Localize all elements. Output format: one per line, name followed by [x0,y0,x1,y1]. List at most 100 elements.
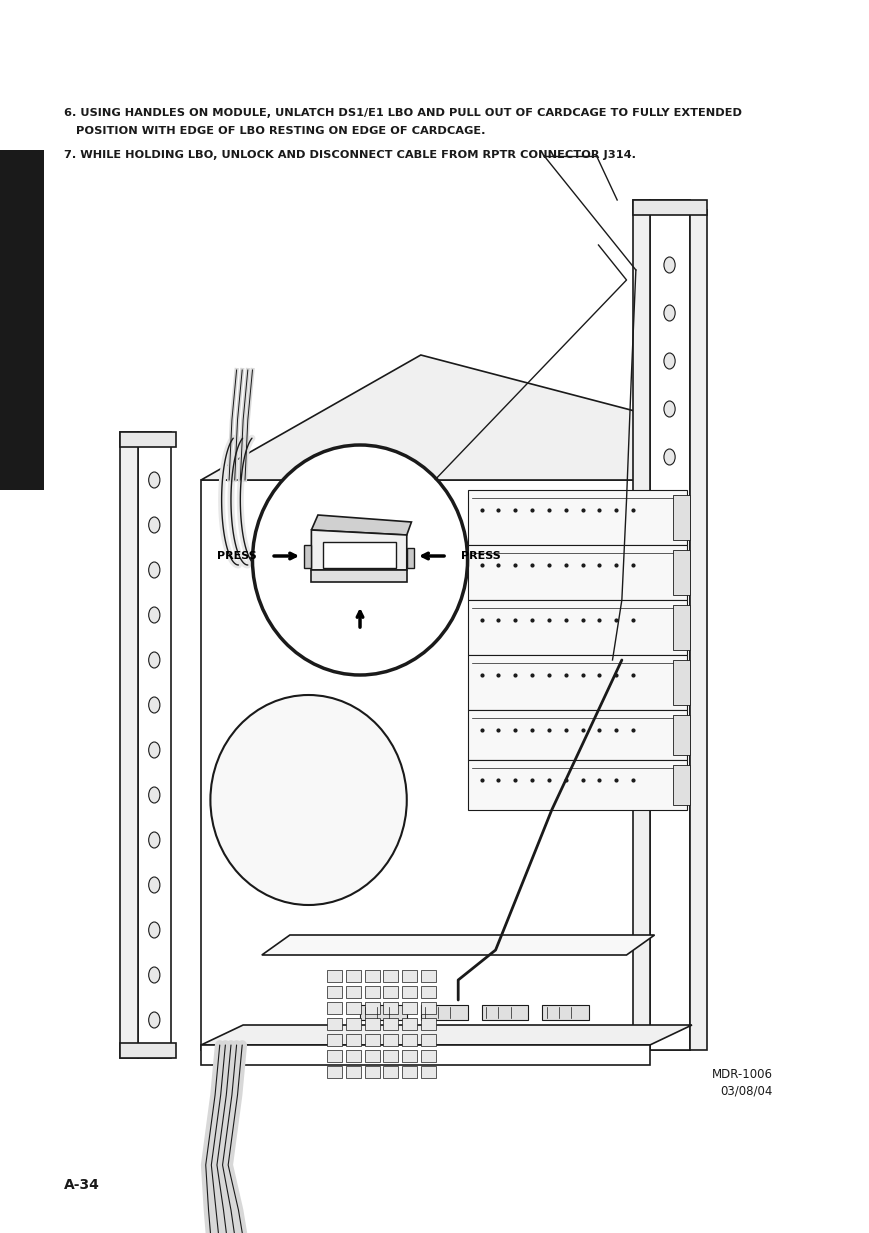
Polygon shape [421,1005,467,1020]
Polygon shape [383,1002,398,1014]
Polygon shape [364,1034,379,1046]
Polygon shape [541,1005,588,1020]
Ellipse shape [149,832,160,848]
Polygon shape [421,1067,435,1078]
Circle shape [210,695,407,905]
Polygon shape [138,432,171,1058]
Ellipse shape [149,1012,160,1028]
Polygon shape [303,545,311,568]
Polygon shape [360,1005,407,1020]
Polygon shape [364,1018,379,1030]
Polygon shape [346,1051,361,1062]
Text: PRESS: PRESS [461,551,501,561]
Polygon shape [421,970,435,981]
Bar [0,150,44,490]
Ellipse shape [663,449,674,465]
Polygon shape [327,1018,342,1030]
Polygon shape [383,986,398,997]
Ellipse shape [149,742,160,758]
Ellipse shape [149,472,160,488]
Polygon shape [401,970,416,981]
Polygon shape [401,986,416,997]
Ellipse shape [663,305,674,321]
Polygon shape [467,600,687,655]
Text: 03/08/04: 03/08/04 [720,1085,772,1099]
Polygon shape [481,1005,527,1020]
Ellipse shape [663,256,674,272]
Polygon shape [383,1018,398,1030]
Polygon shape [327,1067,342,1078]
Polygon shape [311,530,407,570]
Text: A-34: A-34 [63,1178,99,1192]
Polygon shape [673,715,689,755]
Polygon shape [364,970,379,981]
Polygon shape [201,480,649,1051]
Polygon shape [120,432,176,448]
Text: POSITION WITH EDGE OF LBO RESTING ON EDGE OF CARDCAGE.: POSITION WITH EDGE OF LBO RESTING ON EDG… [63,126,485,136]
Polygon shape [467,655,687,710]
Ellipse shape [149,877,160,893]
Polygon shape [346,970,361,981]
Polygon shape [407,547,414,568]
Ellipse shape [149,967,160,983]
Polygon shape [401,1034,416,1046]
Polygon shape [201,1025,691,1046]
Ellipse shape [663,353,674,369]
Polygon shape [401,1002,416,1014]
Ellipse shape [663,401,674,417]
Polygon shape [327,1002,342,1014]
Polygon shape [421,1051,435,1062]
Polygon shape [364,986,379,997]
Polygon shape [467,710,687,760]
Polygon shape [673,605,689,650]
Polygon shape [421,986,435,997]
Polygon shape [383,1051,398,1062]
Polygon shape [673,494,689,540]
Text: PRESS: PRESS [217,551,257,561]
Polygon shape [327,970,342,981]
Polygon shape [346,1002,361,1014]
Polygon shape [327,986,342,997]
Polygon shape [364,1067,379,1078]
Polygon shape [633,200,706,215]
Polygon shape [346,986,361,997]
Polygon shape [401,1051,416,1062]
Polygon shape [649,416,689,1051]
Polygon shape [311,570,407,582]
Ellipse shape [663,545,674,561]
Polygon shape [201,355,649,480]
Polygon shape [467,760,687,810]
Polygon shape [120,432,138,1058]
Ellipse shape [149,517,160,533]
Polygon shape [421,1018,435,1030]
Polygon shape [401,1067,416,1078]
Polygon shape [262,935,653,956]
Polygon shape [383,1034,398,1046]
Polygon shape [383,1067,398,1078]
Polygon shape [327,1051,342,1062]
Polygon shape [311,515,411,535]
Ellipse shape [149,922,160,938]
Text: 6. USING HANDLES ON MODULE, UNLATCH DS1/E1 LBO AND PULL OUT OF CARDCAGE TO FULLY: 6. USING HANDLES ON MODULE, UNLATCH DS1/… [63,109,740,118]
Polygon shape [383,970,398,981]
Polygon shape [673,550,689,596]
Polygon shape [421,1034,435,1046]
Polygon shape [467,545,687,600]
Polygon shape [201,1046,649,1065]
Polygon shape [346,1018,361,1030]
Polygon shape [467,490,687,545]
Polygon shape [364,1002,379,1014]
Ellipse shape [663,497,674,513]
Polygon shape [689,210,706,1051]
Ellipse shape [149,787,160,803]
Ellipse shape [149,562,160,578]
Polygon shape [673,764,689,805]
Ellipse shape [149,652,160,668]
Polygon shape [633,200,649,1051]
Text: 7. WHILE HOLDING LBO, UNLOCK AND DISCONNECT CABLE FROM RPTR CONNECTOR J314.: 7. WHILE HOLDING LBO, UNLOCK AND DISCONN… [63,150,635,160]
Circle shape [252,445,467,674]
Polygon shape [120,1043,176,1058]
Polygon shape [346,1034,361,1046]
Polygon shape [421,1002,435,1014]
Text: MDR-1006: MDR-1006 [711,1068,772,1081]
